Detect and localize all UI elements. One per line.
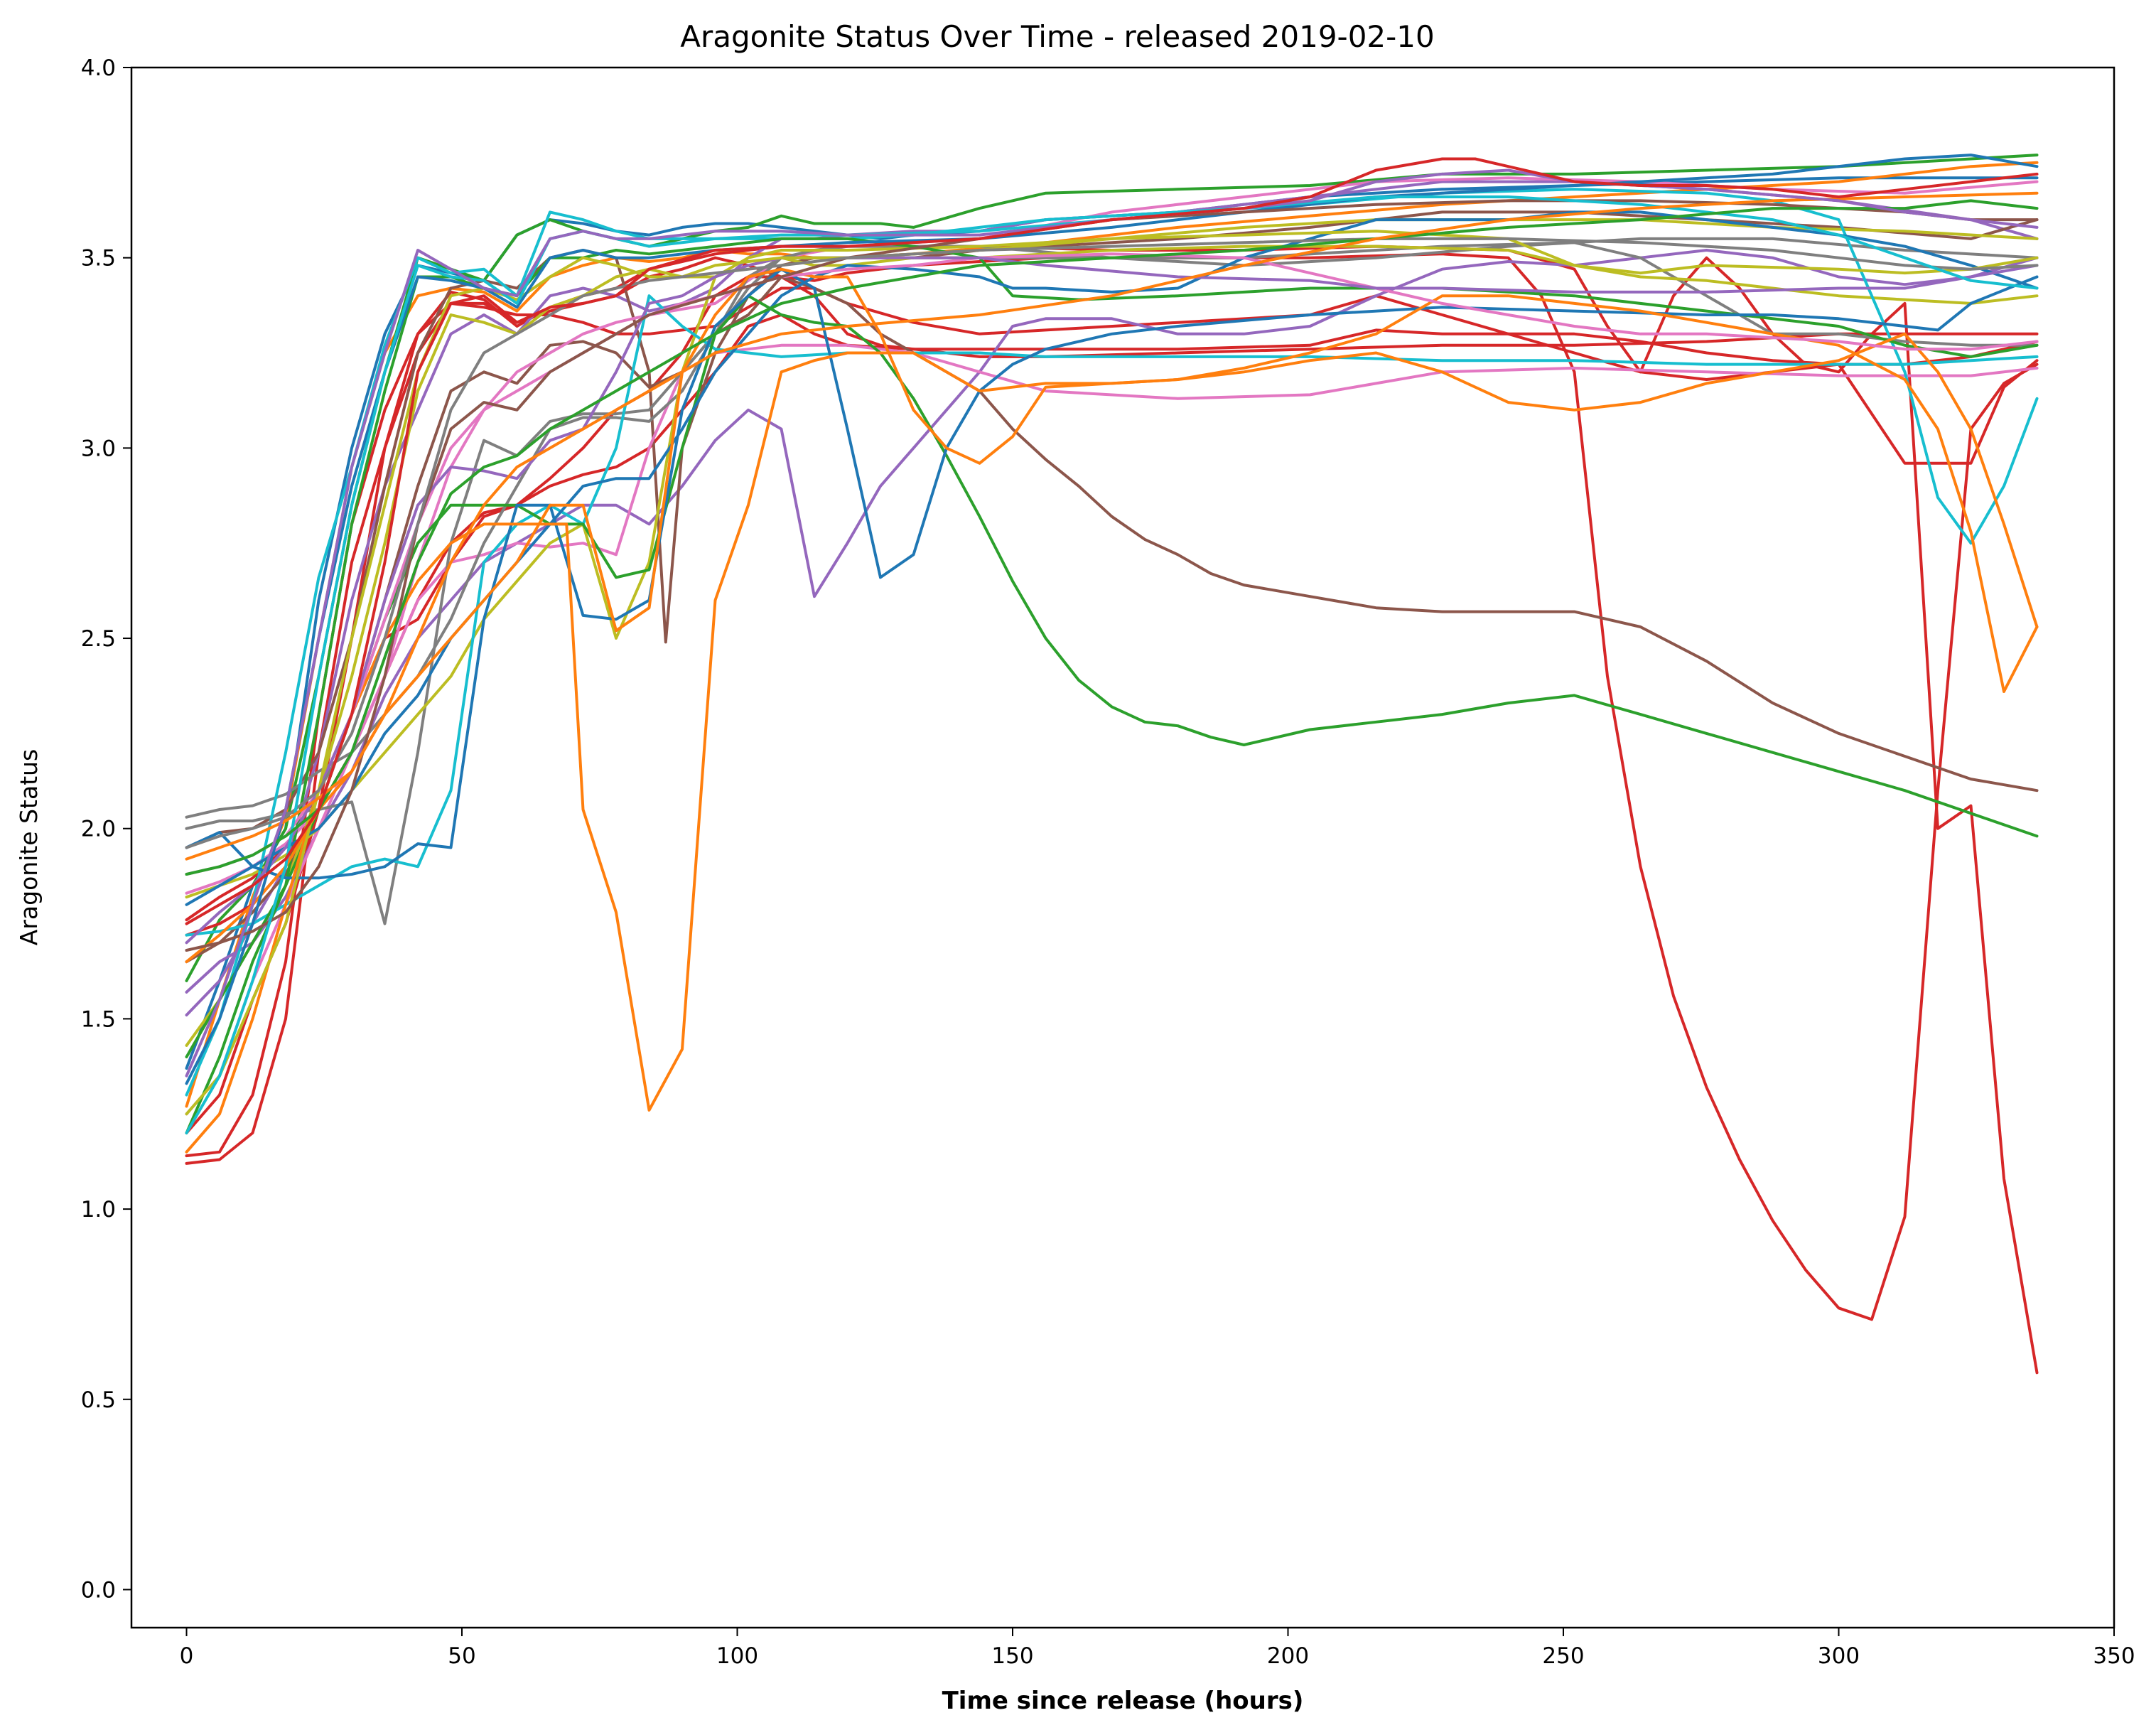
series-line-34 <box>185 199 2039 876</box>
y-tick-label: 0.0 <box>81 1577 116 1603</box>
series-line-35 <box>185 191 2039 861</box>
series-line-9 <box>185 180 2039 1017</box>
y-tick-label: 0.5 <box>81 1387 116 1413</box>
x-tick-label: 350 <box>2093 1643 2135 1669</box>
series-line-30 <box>185 154 2039 1085</box>
x-tick-label: 100 <box>716 1643 758 1669</box>
x-tick-label: 0 <box>180 1643 194 1669</box>
x-axis-label: Time since release (hours) <box>942 1687 1304 1715</box>
series-line-26 <box>185 267 2039 964</box>
plot-area-frame <box>130 66 2115 1629</box>
series-line-1 <box>185 176 2039 1070</box>
x-tick-label: 200 <box>1267 1643 1309 1669</box>
x-tick-label: 50 <box>448 1643 475 1669</box>
x-tick-label: 300 <box>1818 1643 1860 1669</box>
series-line-22 <box>185 237 2039 1134</box>
y-tick-label: 1.5 <box>81 1006 116 1032</box>
series-line-20 <box>185 294 2039 937</box>
x-tick-label: 250 <box>1542 1643 1584 1669</box>
y-tick-label: 3.0 <box>81 436 116 461</box>
x-axis: 0 50 100 150 200 250 300 350 <box>180 1628 2135 1669</box>
series-line-33 <box>185 195 2039 1134</box>
x-tick-label: 150 <box>991 1643 1033 1669</box>
series-line-21 <box>185 294 2039 1058</box>
series-line-32 <box>185 237 2039 849</box>
y-tick-label: 4.0 <box>81 55 116 81</box>
chart-title: Aragonite Status Over Time - released 20… <box>680 19 1434 54</box>
y-tick-label: 1.0 <box>81 1197 116 1223</box>
y-axis-label: Aragonite Status <box>15 749 43 945</box>
series-line-25 <box>185 332 2039 1154</box>
series-layer <box>185 154 2039 1375</box>
series-line-37 <box>185 157 2039 925</box>
y-tick-label: 2.5 <box>81 626 116 652</box>
y-axis: 0.0 0.5 1.0 1.5 2.0 2.5 3.0 3.5 4.0 <box>81 55 131 1603</box>
y-tick-label: 3.5 <box>81 246 116 272</box>
y-tick-label: 2.0 <box>81 817 116 842</box>
